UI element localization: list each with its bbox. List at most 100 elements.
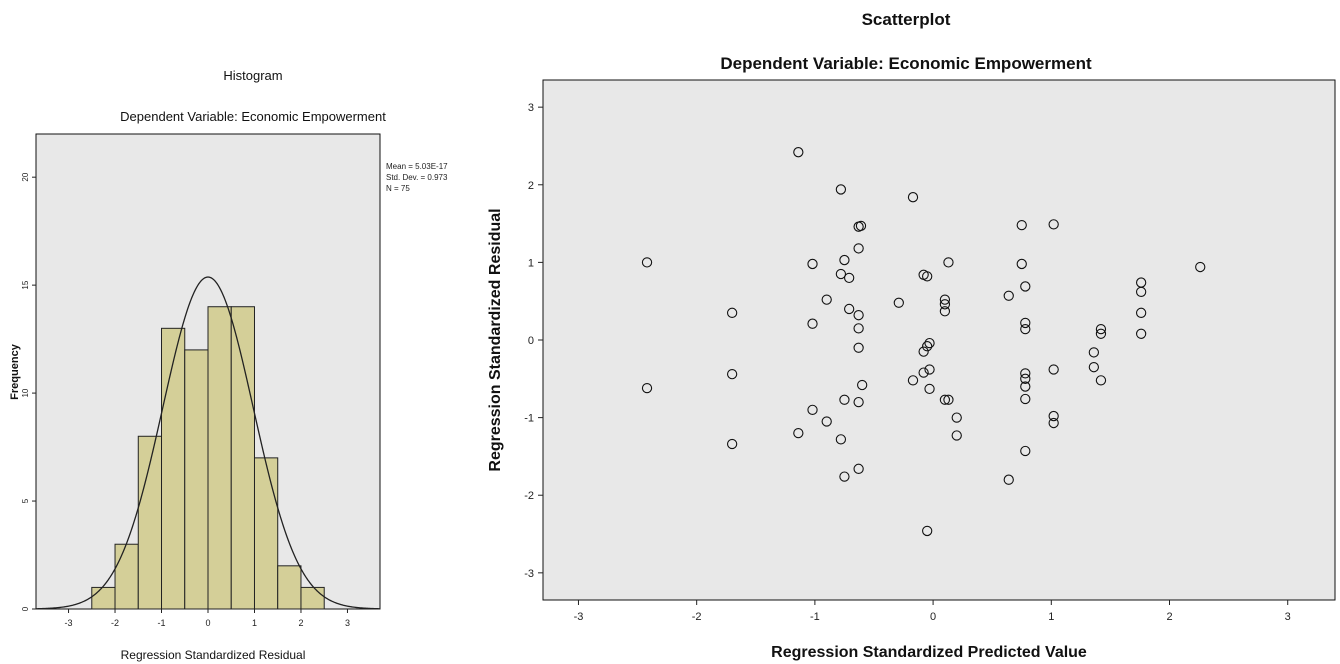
scatterplot-x-tick-label: -1: [810, 611, 820, 623]
scatter-point: [1016, 258, 1027, 270]
histogram-y-tick-label: 20: [21, 172, 30, 181]
scatter-point: [835, 434, 847, 445]
scatter-point: [922, 271, 933, 282]
scatter-point: [922, 525, 933, 537]
scatter-point: [793, 427, 804, 439]
scatter-point: [853, 396, 864, 408]
scatter-point: [844, 272, 855, 284]
histogram-bar: [114, 543, 139, 610]
scatter-point: [939, 294, 951, 305]
histogram-x-tick-label: 2: [298, 618, 303, 628]
scatter-point: [1088, 362, 1100, 373]
scatter-point: [1016, 219, 1027, 231]
scatterplot-y-tick-label: -2: [524, 490, 534, 502]
scatter-point: [1020, 373, 1031, 384]
histogram-stat-n: N = 75: [386, 184, 410, 193]
scatter-point: [726, 307, 738, 318]
scatter-point: [1020, 323, 1031, 335]
scatter-point: [807, 318, 818, 329]
scatter-point: [1048, 410, 1059, 422]
histogram-legend: Mean = 5.03E-17 Std. Dev. = 0.973 N = 75: [386, 162, 448, 193]
scatter-point: [853, 342, 864, 353]
scatter-point: [1020, 281, 1031, 292]
scatter-point: [853, 323, 864, 334]
scatter-point: [907, 375, 919, 386]
scatter-point: [1020, 445, 1031, 457]
scatter-point: [853, 243, 864, 254]
scatter-point: [939, 394, 951, 405]
scatter-point: [807, 258, 818, 270]
histogram-bar: [184, 349, 209, 610]
scatterplot-y-tick-label: 3: [528, 102, 534, 114]
histogram-x-tick-label: -2: [111, 618, 119, 628]
histogram-y-tick-label: 10: [21, 388, 30, 397]
scatter-point: [1048, 364, 1059, 375]
histogram-x-tick-label: -1: [158, 618, 166, 628]
scatter-point: [807, 404, 818, 416]
histogram-x-tick-label: -3: [65, 618, 73, 628]
scatterplot-x-ticks: -3 -2 -1 0 1 2 3: [574, 600, 1291, 623]
scatterplot-x-tick-label: 1: [1048, 611, 1054, 623]
scatter-point: [939, 306, 951, 317]
histogram-bar: [91, 586, 116, 610]
scatter-point: [853, 463, 864, 474]
scatter-point: [1020, 317, 1031, 329]
scatter-point: [641, 382, 653, 394]
scatter-point: [1135, 286, 1147, 298]
histogram-subtitle: Dependent Variable: Economic Empowerment: [120, 109, 386, 124]
scatter-point: [821, 294, 832, 305]
histogram-y-axis-label: Frequency: [9, 343, 21, 400]
scatterplot-y-tick-label: 0: [528, 335, 534, 347]
scatterplot-y-tick-label: 1: [528, 257, 534, 269]
scatter-point: [855, 220, 867, 232]
scatter-point: [918, 367, 929, 378]
scatterplot-x-tick-label: 0: [930, 611, 936, 623]
histogram-x-tick-label: 1: [252, 618, 257, 628]
scatter-point: [907, 192, 919, 203]
scatter-point: [924, 383, 935, 395]
histogram-stat-std: Std. Dev. = 0.973: [386, 173, 448, 182]
scatter-point: [893, 297, 904, 308]
scatter-point: [1195, 261, 1206, 273]
histogram-x-axis-label: Regression Standardized Residual: [121, 648, 306, 662]
scatter-point: [835, 184, 847, 195]
histogram-bar: [300, 586, 325, 610]
scatter-point: [943, 394, 954, 405]
histogram-bar: [207, 306, 232, 610]
histogram-y-ticks: 0 5 10 15 20: [21, 172, 36, 611]
scatter-point: [1020, 393, 1031, 405]
scatter-point: [951, 430, 962, 441]
scatter-point: [1095, 323, 1107, 335]
scatter-point: [943, 257, 954, 268]
scatter-point: [1048, 417, 1059, 429]
histogram-bar: [230, 306, 255, 610]
histogram-x-ticks: -3 -2 -1 0 1 2 3: [65, 609, 350, 628]
scatter-point: [839, 471, 850, 482]
scatter-point: [857, 379, 868, 391]
scatter-point: [793, 147, 804, 158]
scatter-point: [918, 346, 929, 357]
scatter-point: [922, 341, 933, 352]
scatter-point: [1095, 375, 1107, 386]
scatter-point: [939, 299, 951, 310]
scatterplot-y-tick-label: -3: [524, 568, 534, 580]
scatter-point: [1088, 347, 1100, 358]
scatter-point: [844, 303, 855, 315]
scatter-points: [641, 147, 1206, 537]
scatter-point: [924, 337, 935, 349]
scatterplot-title: Scatterplot: [862, 10, 951, 29]
scatterplot-x-tick-label: 3: [1285, 611, 1291, 623]
scatter-point: [641, 257, 653, 268]
histogram-bar: [161, 327, 186, 610]
scatter-point: [726, 438, 738, 450]
histogram-bar: [253, 457, 279, 610]
scatter-point: [1020, 368, 1031, 379]
scatter-point: [821, 416, 832, 427]
histogram-stat-mean: Mean = 5.03E-17: [386, 162, 448, 171]
scatter-point: [1135, 307, 1147, 318]
scatterplot-subtitle: Dependent Variable: Economic Empowerment: [720, 54, 1092, 73]
histogram-y-tick-label: 15: [21, 280, 30, 289]
scatter-point: [1095, 328, 1107, 339]
scatterplot-x-tick-label: -3: [574, 611, 584, 623]
